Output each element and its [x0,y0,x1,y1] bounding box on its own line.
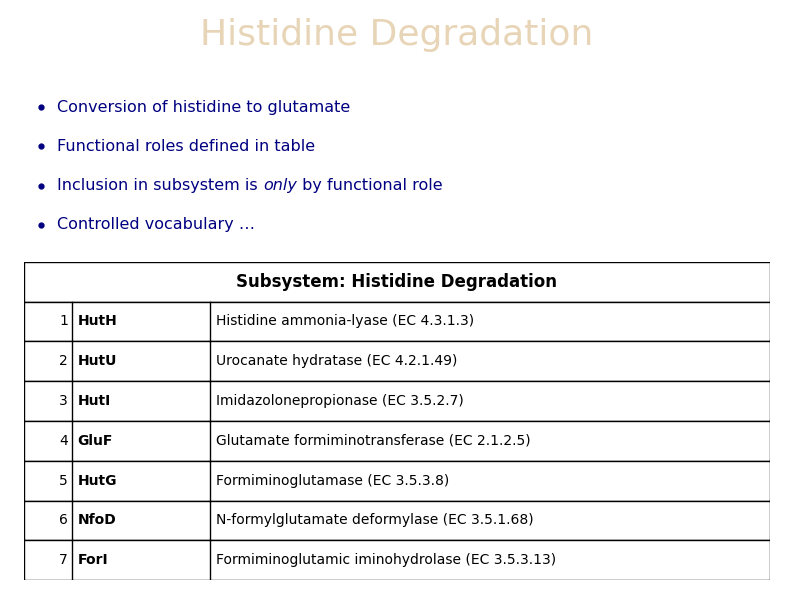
Bar [24,342,770,381]
Text: NfoD: NfoD [78,513,116,527]
Text: HutI: HutI [78,394,111,408]
Text: 1: 1 [59,315,67,328]
Bar [24,262,770,302]
Text: Controlled vocabulary …: Controlled vocabulary … [57,217,256,233]
Text: HutU: HutU [78,354,117,368]
Bar [24,302,770,342]
Bar [24,461,770,500]
Text: Conversion of histidine to glutamate: Conversion of histidine to glutamate [57,99,351,115]
Bar [24,421,770,461]
Text: Formiminoglutamic iminohydrolase (EC 3.5.3.13): Formiminoglutamic iminohydrolase (EC 3.5… [217,553,557,567]
Text: 7: 7 [59,553,67,567]
Text: Subsystem: Histidine Degradation: Subsystem: Histidine Degradation [237,273,557,291]
Text: 3: 3 [59,394,67,408]
Text: Imidazolonepropionase (EC 3.5.2.7): Imidazolonepropionase (EC 3.5.2.7) [217,394,464,408]
Text: Functional roles defined in table: Functional roles defined in table [57,139,315,154]
Text: N-formylglutamate deformylase (EC 3.5.1.68): N-formylglutamate deformylase (EC 3.5.1.… [217,513,534,527]
Bar [24,500,770,540]
Text: Glutamate formiminotransferase (EC 2.1.2.5): Glutamate formiminotransferase (EC 2.1.2… [217,434,531,448]
Text: Histidine Degradation: Histidine Degradation [200,18,594,52]
Text: only: only [263,178,297,193]
Text: 5: 5 [59,474,67,488]
Text: 6: 6 [59,513,67,527]
Bar [24,381,770,421]
Text: by functional role: by functional role [297,178,442,193]
Bar [24,540,770,580]
Text: GluF: GluF [78,434,113,448]
Text: 2: 2 [59,354,67,368]
Text: Urocanate hydratase (EC 4.2.1.49): Urocanate hydratase (EC 4.2.1.49) [217,354,458,368]
Text: HutG: HutG [78,474,117,488]
Text: ForI: ForI [78,553,108,567]
Text: Histidine ammonia-lyase (EC 4.3.1.3): Histidine ammonia-lyase (EC 4.3.1.3) [217,315,475,328]
Text: 4: 4 [59,434,67,448]
Text: Formiminoglutamase (EC 3.5.3.8): Formiminoglutamase (EC 3.5.3.8) [217,474,449,488]
Text: Inclusion in subsystem is: Inclusion in subsystem is [57,178,263,193]
Text: HutH: HutH [78,315,118,328]
